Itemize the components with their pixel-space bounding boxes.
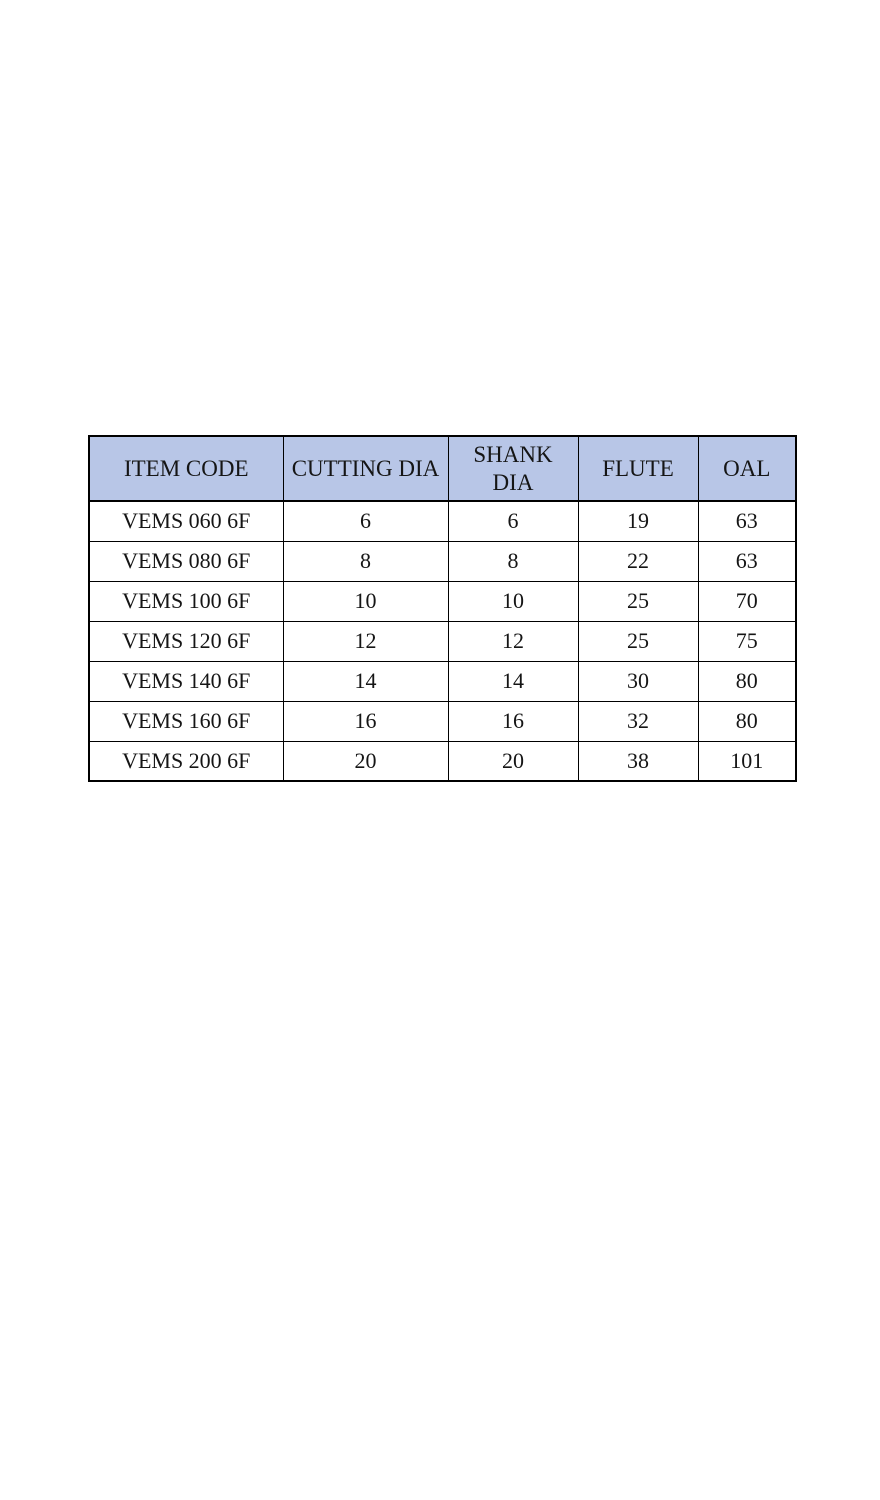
cell-oal: 70 — [697, 580, 797, 622]
cell-flute: 22 — [577, 540, 699, 582]
table-row: VEMS 080 6F 8 8 22 63 — [88, 540, 797, 582]
end-mill-spec-table: ITEM CODE CUTTING DIA SHANK DIA FLUTE OA… — [88, 435, 797, 782]
cell-item-code: VEMS 140 6F — [88, 660, 284, 702]
cell-item-code: VEMS 100 6F — [88, 580, 284, 622]
cell-oal: 63 — [697, 500, 797, 542]
column-header-flute: FLUTE — [577, 435, 699, 502]
cell-shank-dia: 8 — [447, 540, 579, 582]
cell-flute: 30 — [577, 660, 699, 702]
cell-flute: 19 — [577, 500, 699, 542]
cell-cutting-dia: 8 — [282, 540, 449, 582]
cell-oal: 80 — [697, 700, 797, 742]
cell-oal: 75 — [697, 620, 797, 662]
cell-cutting-dia: 6 — [282, 500, 449, 542]
cell-shank-dia: 10 — [447, 580, 579, 622]
table-row: VEMS 200 6F 20 20 38 101 — [88, 740, 797, 782]
table-row: VEMS 100 6F 10 10 25 70 — [88, 580, 797, 622]
cell-cutting-dia: 20 — [282, 740, 449, 782]
table-body: VEMS 060 6F 6 6 19 63 VEMS 080 6F 8 8 22… — [88, 500, 797, 782]
cell-item-code: VEMS 060 6F — [88, 500, 284, 542]
column-header-shank-dia: SHANK DIA — [447, 435, 579, 502]
cell-flute: 32 — [577, 700, 699, 742]
cell-shank-dia: 14 — [447, 660, 579, 702]
cell-cutting-dia: 16 — [282, 700, 449, 742]
table-row: VEMS 160 6F 16 16 32 80 — [88, 700, 797, 742]
cell-oal: 101 — [697, 740, 797, 782]
cell-item-code: VEMS 200 6F — [88, 740, 284, 782]
cell-shank-dia: 12 — [447, 620, 579, 662]
cell-cutting-dia: 12 — [282, 620, 449, 662]
column-header-item-code: ITEM CODE — [88, 435, 284, 502]
cell-oal: 63 — [697, 540, 797, 582]
cell-item-code: VEMS 160 6F — [88, 700, 284, 742]
table-row: VEMS 140 6F 14 14 30 80 — [88, 660, 797, 702]
cell-item-code: VEMS 120 6F — [88, 620, 284, 662]
cell-cutting-dia: 10 — [282, 580, 449, 622]
cell-oal: 80 — [697, 660, 797, 702]
cell-shank-dia: 6 — [447, 500, 579, 542]
column-header-cutting-dia: CUTTING DIA — [282, 435, 449, 502]
column-header-oal: OAL — [697, 435, 797, 502]
cell-shank-dia: 20 — [447, 740, 579, 782]
cell-flute: 25 — [577, 580, 699, 622]
table-row: VEMS 060 6F 6 6 19 63 — [88, 500, 797, 542]
cell-item-code: VEMS 080 6F — [88, 540, 284, 582]
cell-flute: 25 — [577, 620, 699, 662]
table-header-row: ITEM CODE CUTTING DIA SHANK DIA FLUTE OA… — [88, 435, 797, 502]
cell-cutting-dia: 14 — [282, 660, 449, 702]
cell-shank-dia: 16 — [447, 700, 579, 742]
cell-flute: 38 — [577, 740, 699, 782]
table-row: VEMS 120 6F 12 12 25 75 — [88, 620, 797, 662]
